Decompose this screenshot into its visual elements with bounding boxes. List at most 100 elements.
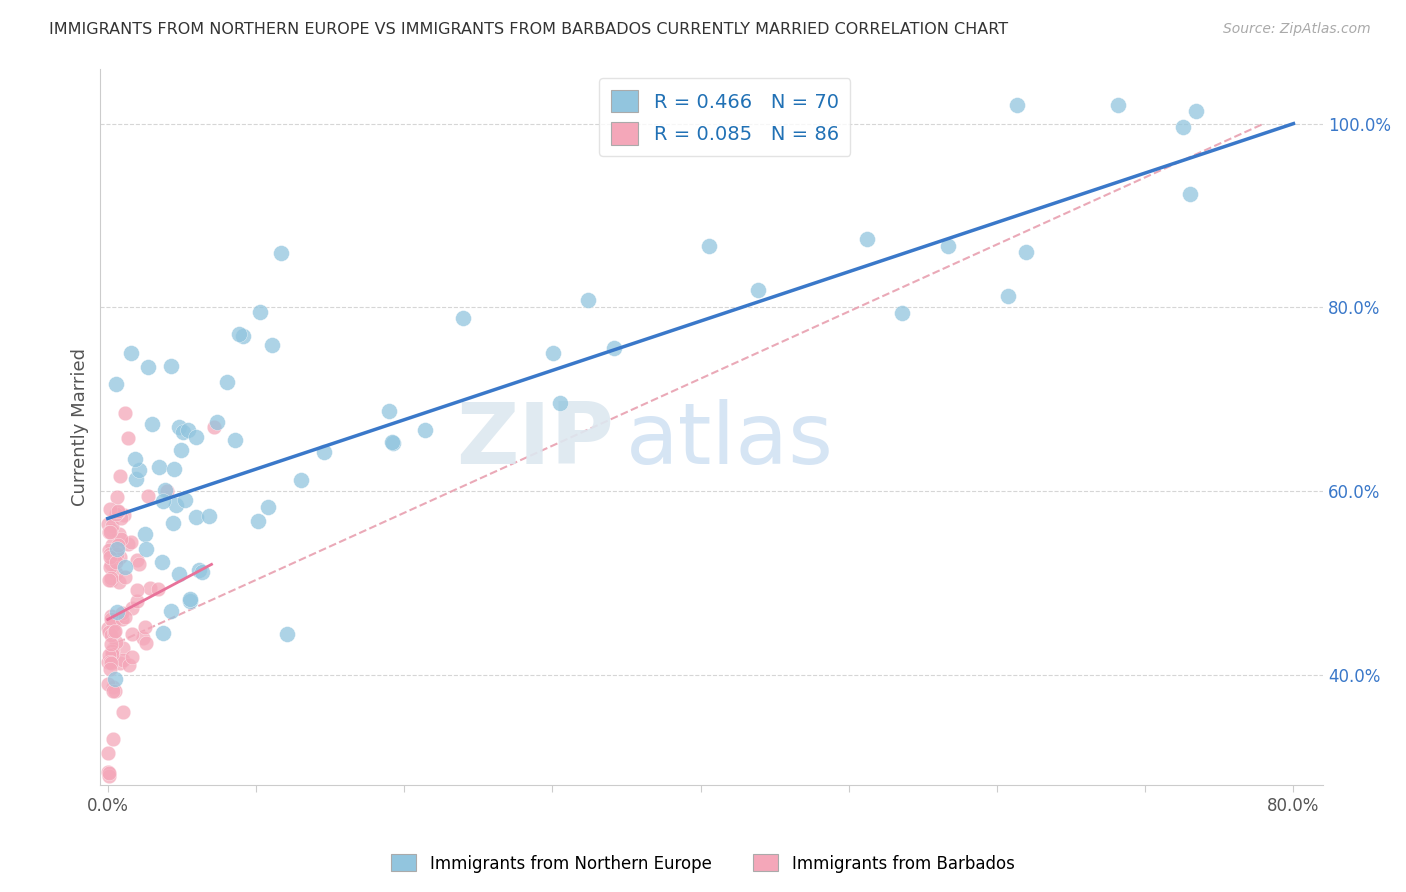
Point xyxy=(108,550,131,565)
Point xyxy=(121,600,143,615)
Point xyxy=(100,571,122,585)
Point xyxy=(110,468,132,483)
Point xyxy=(1107,98,1129,112)
Point xyxy=(98,662,121,676)
Point xyxy=(165,498,187,512)
Point xyxy=(97,524,120,539)
Point xyxy=(98,766,121,780)
Point xyxy=(111,612,134,626)
Point xyxy=(104,376,127,391)
Point xyxy=(101,684,124,698)
Point xyxy=(114,406,136,420)
Point xyxy=(179,592,201,607)
Point xyxy=(184,430,207,444)
Point xyxy=(162,516,184,531)
Point xyxy=(543,346,565,360)
Point xyxy=(377,403,399,417)
Point xyxy=(167,567,190,582)
Point xyxy=(107,574,129,589)
Point xyxy=(101,519,124,533)
Point xyxy=(101,618,124,632)
Point xyxy=(103,641,125,656)
Point xyxy=(117,537,139,551)
Point xyxy=(101,537,124,551)
Point xyxy=(98,559,121,574)
Point xyxy=(1185,104,1208,119)
Point xyxy=(247,514,270,528)
Point xyxy=(134,526,156,541)
Point xyxy=(100,573,122,587)
Point xyxy=(98,547,121,561)
Y-axis label: Currently Married: Currently Married xyxy=(72,348,89,506)
Point xyxy=(104,624,127,638)
Point xyxy=(101,644,124,658)
Point xyxy=(160,359,183,374)
Point xyxy=(97,746,120,760)
Point xyxy=(173,492,195,507)
Point xyxy=(891,306,914,320)
Point xyxy=(105,635,128,649)
Point xyxy=(453,310,475,325)
Point xyxy=(107,538,129,552)
Point xyxy=(100,609,122,624)
Point xyxy=(856,232,879,246)
Point xyxy=(156,483,179,498)
Point xyxy=(136,489,159,503)
Point xyxy=(110,532,132,546)
Point xyxy=(153,483,176,497)
Point xyxy=(100,557,122,571)
Point xyxy=(132,631,155,645)
Point xyxy=(100,628,122,642)
Point xyxy=(103,732,125,747)
Point xyxy=(152,625,174,640)
Point xyxy=(249,304,271,318)
Point xyxy=(139,581,162,595)
Point xyxy=(1178,187,1201,202)
Point xyxy=(97,517,120,532)
Point xyxy=(114,560,136,574)
Point xyxy=(172,425,194,439)
Point xyxy=(105,490,128,504)
Point xyxy=(111,641,134,656)
Point xyxy=(150,555,173,569)
Point xyxy=(97,655,120,669)
Point xyxy=(134,620,156,634)
Point xyxy=(105,605,128,619)
Point xyxy=(98,502,121,516)
Point xyxy=(111,705,134,719)
Point xyxy=(98,625,121,640)
Point xyxy=(100,647,122,661)
Point xyxy=(136,359,159,374)
Point xyxy=(163,462,186,476)
Point xyxy=(110,510,132,524)
Point xyxy=(146,582,169,596)
Point xyxy=(120,346,142,360)
Point xyxy=(141,417,163,431)
Point xyxy=(98,573,121,587)
Point xyxy=(114,569,136,583)
Point xyxy=(128,557,150,571)
Point xyxy=(125,583,148,598)
Point xyxy=(204,419,226,434)
Point xyxy=(104,684,127,698)
Point xyxy=(100,657,122,671)
Point xyxy=(747,283,769,297)
Point xyxy=(179,593,201,607)
Point xyxy=(148,459,170,474)
Point xyxy=(121,627,143,641)
Point xyxy=(103,625,125,640)
Point xyxy=(135,636,157,650)
Point xyxy=(125,471,148,485)
Point xyxy=(98,550,121,565)
Point xyxy=(228,327,250,342)
Point xyxy=(120,535,142,549)
Point xyxy=(100,523,122,537)
Point xyxy=(112,508,135,523)
Point xyxy=(118,658,141,673)
Point xyxy=(548,396,571,410)
Point xyxy=(97,765,120,780)
Point xyxy=(98,656,121,670)
Point xyxy=(124,452,146,467)
Point xyxy=(107,505,129,519)
Point xyxy=(224,434,246,448)
